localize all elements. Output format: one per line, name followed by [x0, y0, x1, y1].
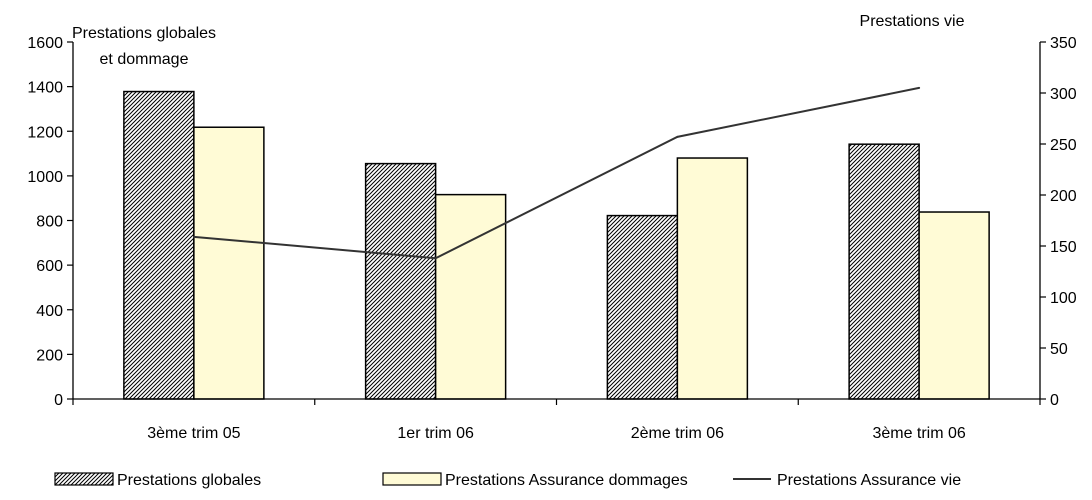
bar-prestations-globales-0	[123, 90, 195, 400]
x-tick-label-3: 3ème trim 06	[872, 425, 965, 442]
legend-label-0: Prestations globales	[117, 472, 261, 489]
left-tick-label-5: 1000	[27, 169, 63, 186]
left-tick-label-6: 1200	[27, 124, 63, 141]
left-tick-label-1: 200	[36, 347, 63, 364]
left-tick-label-7: 1400	[27, 80, 63, 97]
left-tick-label-0: 0	[54, 392, 63, 409]
left-tick-label-4: 800	[36, 214, 63, 231]
line-layer	[192, 86, 921, 260]
bar-assurance-dommages-1	[434, 193, 507, 400]
line-point-1	[434, 257, 437, 260]
right-tick-label-2: 100	[1050, 290, 1077, 307]
bar-assurance-dommages-2	[676, 157, 749, 400]
bar-prestations-globales-1	[364, 162, 437, 400]
bars-layer	[123, 90, 990, 400]
x-tick-label-2: 2ème trim 06	[631, 425, 724, 442]
left-tick-label-2: 400	[36, 303, 63, 320]
left-tick-label-3: 600	[36, 258, 63, 275]
line-point-3	[918, 86, 921, 89]
x-tick-label-0: 3ème trim 05	[147, 425, 240, 442]
right-tick-label-4: 200	[1050, 188, 1077, 205]
line-point-2	[676, 135, 679, 138]
right-tick-label-7: 350	[1050, 35, 1077, 52]
line-prestations-assurance-vie	[193, 86, 920, 260]
right-tick-label-1: 50	[1050, 341, 1068, 358]
right-tick-label-3: 150	[1050, 239, 1077, 256]
right-axis-title: Prestations vie	[860, 13, 965, 30]
left-tick-label-8: 1600	[27, 35, 63, 52]
bar-prestations-globales-3	[848, 143, 920, 400]
bar-assurance-dommages-0	[193, 126, 265, 400]
legend-swatch-0	[54, 472, 114, 486]
right-tick-label-0: 0	[1050, 392, 1059, 409]
x-tick-label-1: 1er trim 06	[397, 425, 474, 442]
bar-assurance-dommages-3	[918, 211, 990, 400]
right-tick-label-6: 300	[1050, 86, 1077, 103]
legend-label-1: Prestations Assurance dommages	[445, 472, 688, 489]
right-tick-label-5: 250	[1050, 137, 1077, 154]
line-point-0	[192, 235, 195, 238]
left-axis-title-line1: Prestations globales	[72, 25, 216, 42]
legend-swatch-1	[382, 472, 442, 486]
left-axis-title-line2: et dommage	[100, 51, 189, 68]
legend: Prestations globales Prestations Assuranc…	[54, 472, 961, 489]
axes-layer: 0 200 400 600 800 1000 1200 1400 1600 0 50 100 150 20…	[27, 35, 1076, 442]
bar-prestations-globales-2	[606, 214, 679, 400]
legend-label-2: Prestations Assurance vie	[777, 472, 961, 489]
